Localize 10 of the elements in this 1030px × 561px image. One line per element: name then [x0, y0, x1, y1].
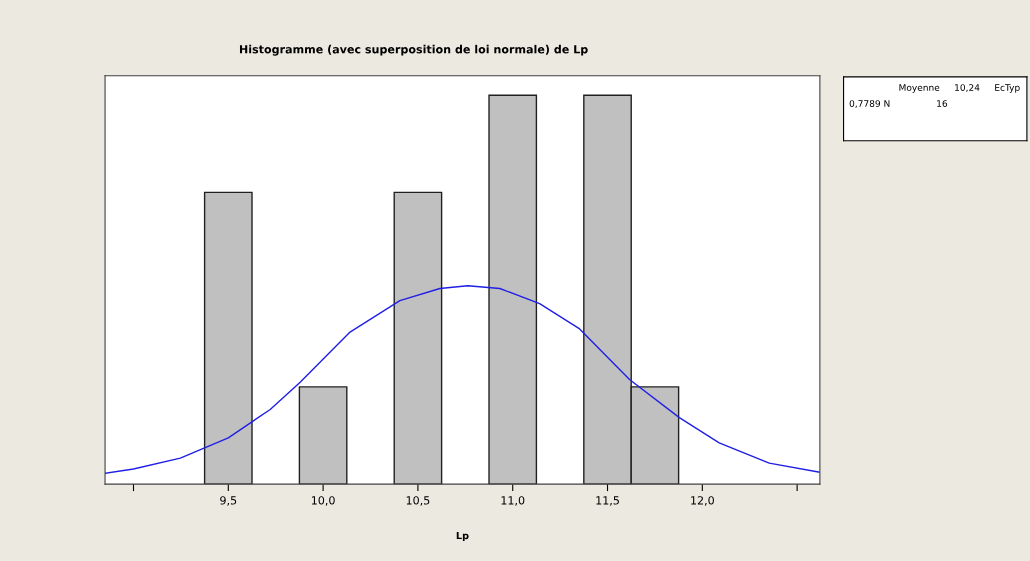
x-tick-label: 11,5: [596, 496, 619, 506]
chart-title: Histogramme (avec superposition de loi normale) de Lp: [239, 44, 588, 56]
x-tick-label: 9,5: [220, 496, 237, 506]
x-axis-title: Lp: [456, 532, 469, 542]
text: Moyenne 10,24 EcTyp: [899, 84, 1020, 93]
text: 0,7789 N 16: [849, 100, 948, 108]
x-tick-label: 10,5: [406, 496, 430, 506]
x-tick-label: 10,0: [311, 496, 335, 506]
x-tick-label: 12,0: [691, 496, 714, 506]
x-tick-label: 11,0: [501, 496, 525, 506]
